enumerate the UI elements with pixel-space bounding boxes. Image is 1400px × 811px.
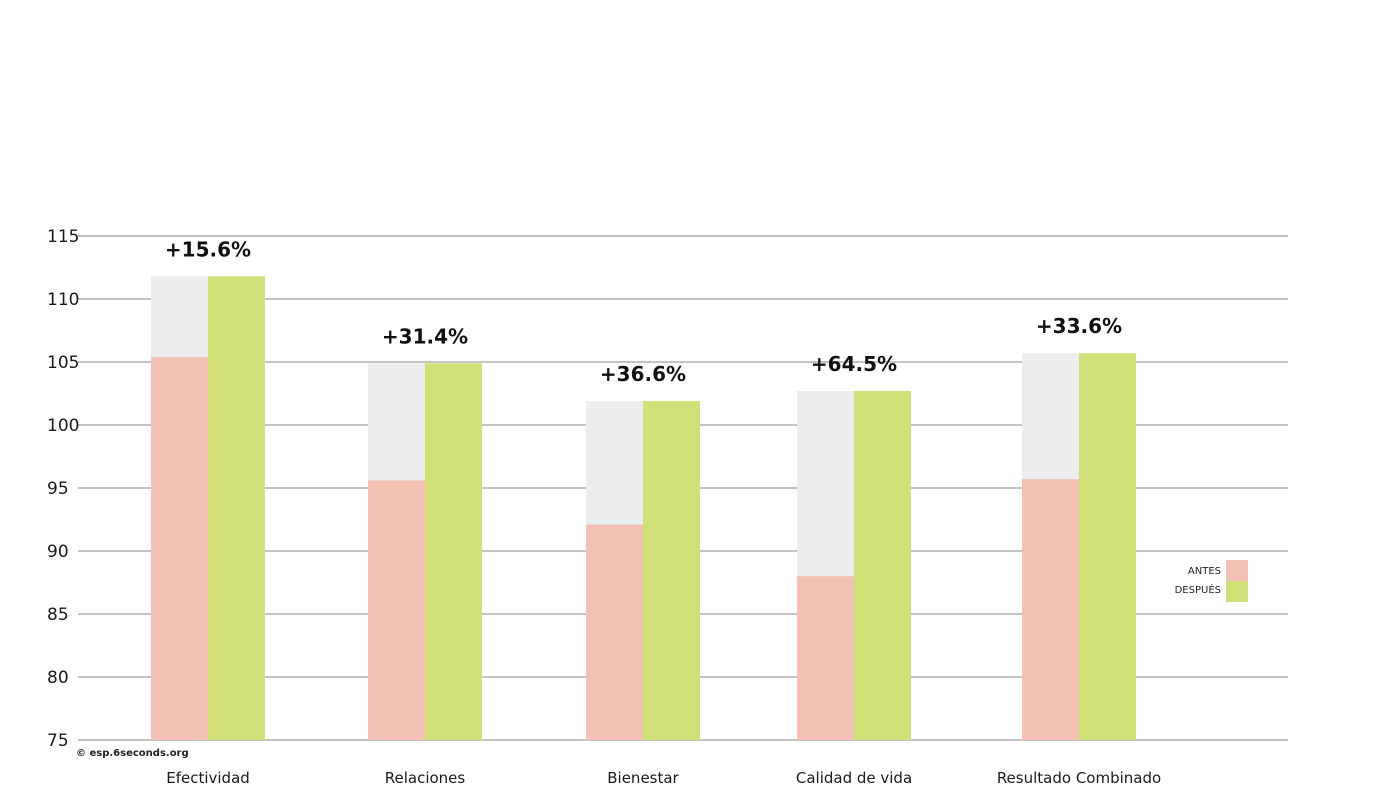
bar-antes-relaciones [368,480,425,740]
bars [151,276,1136,740]
legend: ANTES DESPUÉS [1175,560,1248,602]
bar-despues-resultado-combinado [1079,353,1136,740]
bar-antes-bienestar [586,524,643,740]
x-axis-ticks: Efectividad Relaciones Bienestar Calidad de… [166,769,1161,787]
bar-despues-bienestar [643,401,700,740]
y-tick-label-100: 100 [47,416,79,436]
data-label-calidad-de-vida: +64.5% [811,352,897,376]
bar-antes-resultado-combinado [1022,479,1079,740]
x-tick-label-calidad-de-vida: Calidad de vida [796,769,912,787]
y-tick-label-85: 85 [47,605,69,625]
legend-swatch-despues [1226,581,1248,602]
y-tick-label-90: 90 [47,542,69,562]
data-label-relaciones: +31.4% [382,324,468,348]
y-tick-label-110: 110 [47,290,79,310]
y-tick-label-80: 80 [47,668,69,688]
y-axis-ticks: 75 80 85 90 95 100 105 110 115 [47,227,79,751]
x-tick-label-relaciones: Relaciones [385,769,466,787]
data-labels: +15.6% +31.4% +36.6% +64.5% +33.6% [165,237,1122,386]
y-tick-label-115: 115 [47,227,79,247]
x-tick-label-bienestar: Bienestar [607,769,679,787]
data-label-efectividad: +15.6% [165,237,251,261]
y-tick-label-75: 75 [47,731,69,751]
x-tick-label-efectividad: Efectividad [166,769,250,787]
bar-despues-relaciones [425,363,482,740]
legend-label-antes: ANTES [1188,566,1221,577]
data-label-resultado-combinado: +33.6% [1036,314,1122,338]
bar-antes-efectividad [151,356,208,740]
bar-antes-calidad-de-vida [797,576,854,740]
bar-despues-calidad-de-vida [854,390,911,740]
legend-swatch-antes [1226,560,1248,581]
data-label-bienestar: +36.6% [600,362,686,386]
x-tick-label-resultado-combinado: Resultado Combinado [997,769,1161,787]
y-tick-label-105: 105 [47,353,79,373]
source-credit: © esp.6seconds.org [76,748,189,759]
bar-despues-efectividad [208,276,265,740]
legend-label-despues: DESPUÉS [1175,583,1221,596]
y-tick-label-95: 95 [47,479,69,499]
